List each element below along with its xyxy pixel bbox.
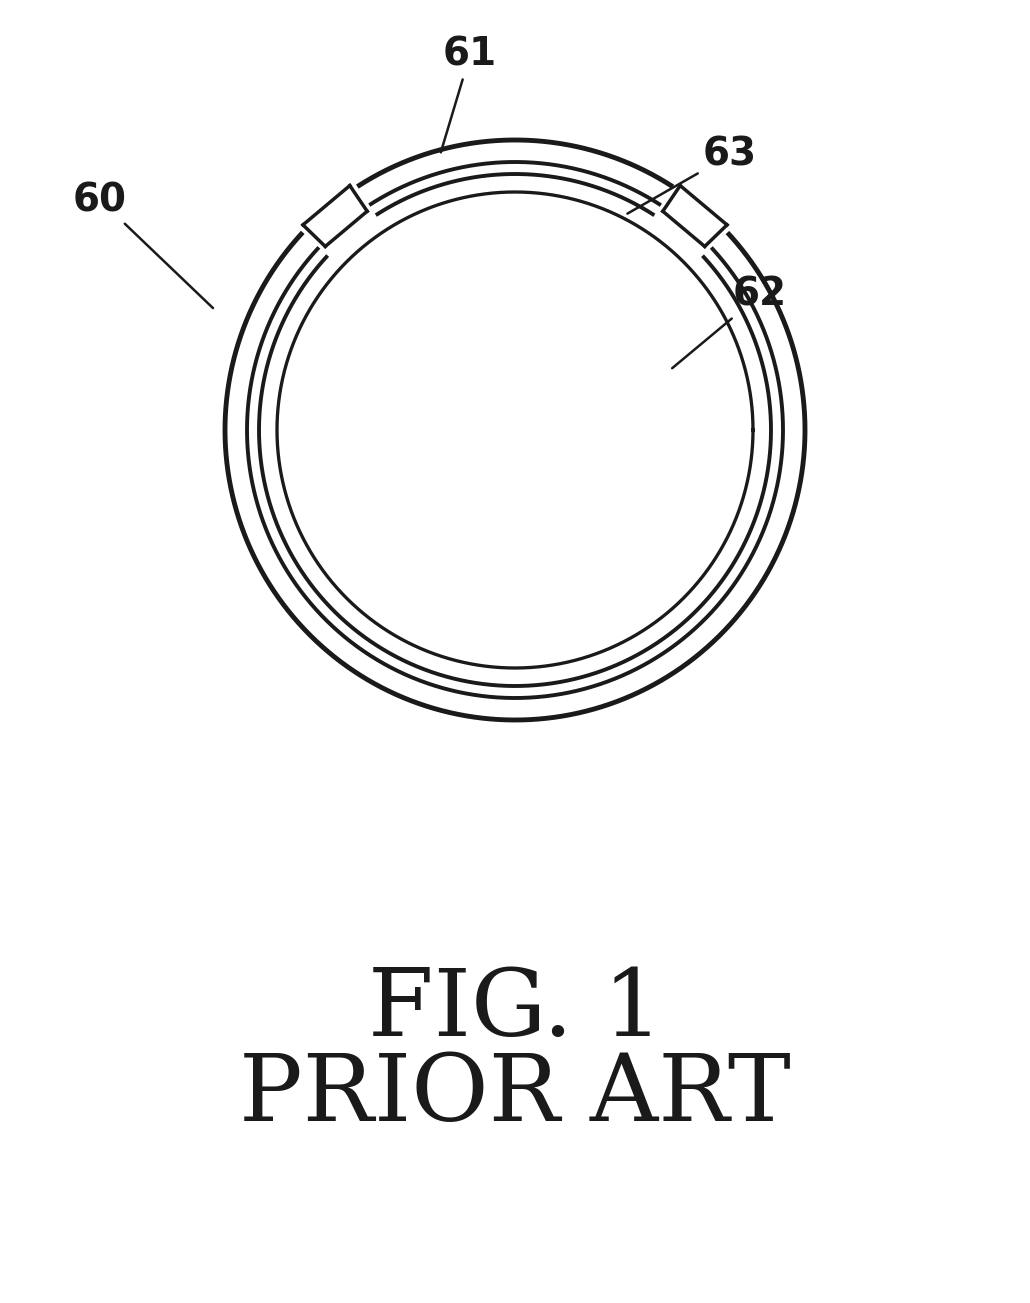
Text: PRIOR ART: PRIOR ART [239, 1050, 791, 1140]
Text: 61: 61 [441, 36, 497, 152]
Text: 62: 62 [673, 276, 787, 369]
Text: 63: 63 [627, 136, 757, 214]
Text: FIG. 1: FIG. 1 [368, 966, 662, 1055]
Text: 60: 60 [73, 181, 213, 308]
